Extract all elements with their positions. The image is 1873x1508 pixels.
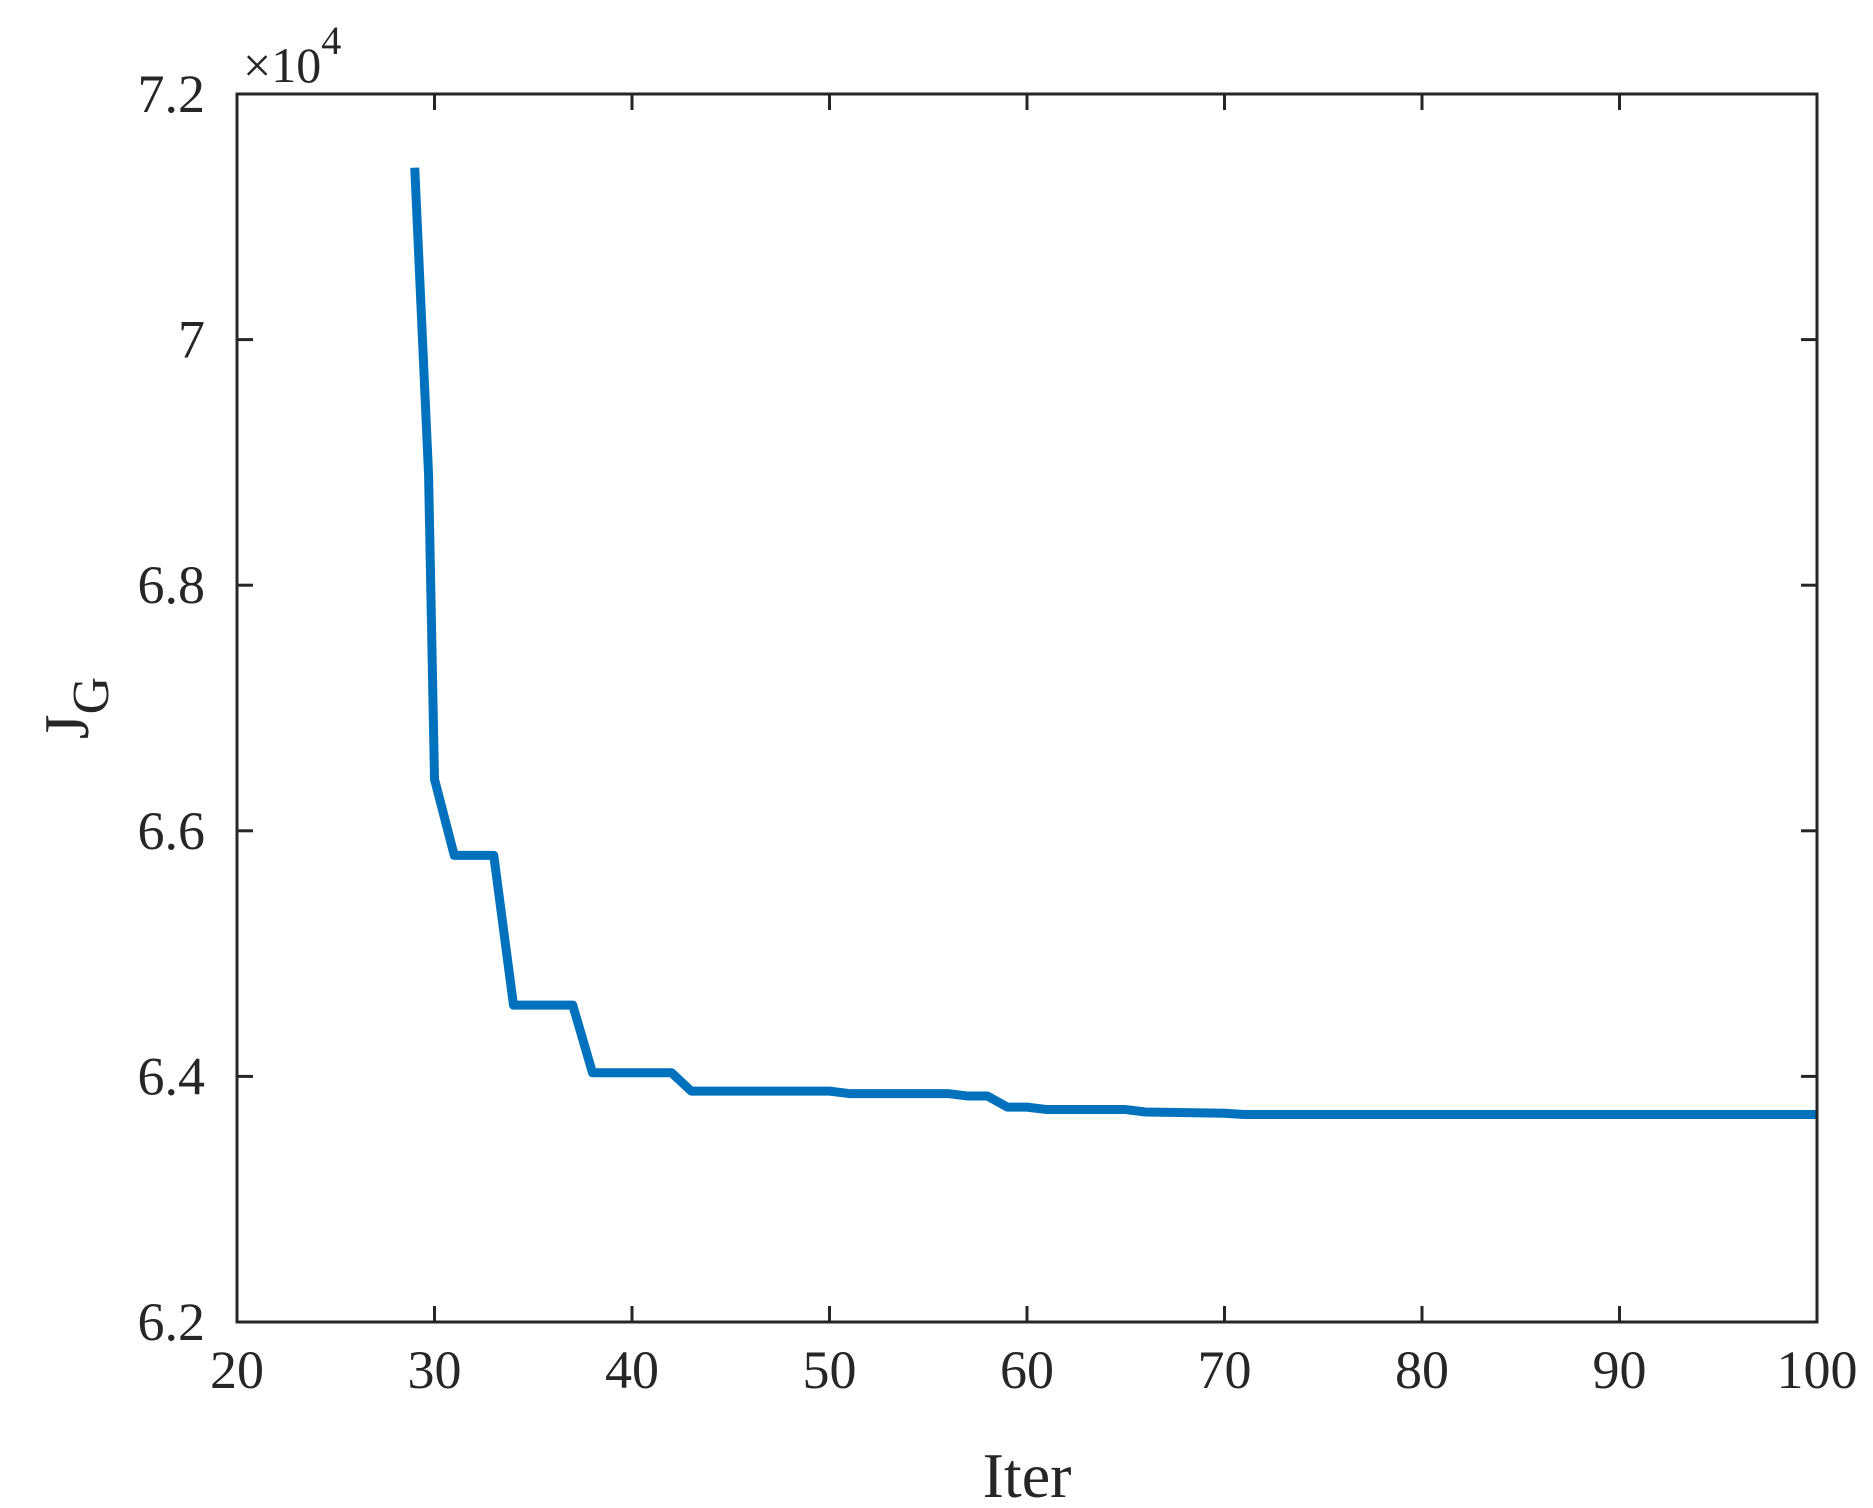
x-tick-label: 20 [210, 1340, 264, 1400]
y-exponent-base: ×10 [243, 37, 321, 93]
y-axis-label-sub: G [63, 677, 120, 715]
plot-frame [235, 92, 1819, 1324]
y-tick-label: 6.8 [138, 555, 206, 615]
plot-background [237, 94, 1817, 1322]
x-tick-label: 70 [1198, 1340, 1252, 1400]
axis-tick-labels: 20 30 40 50 60 70 80 90 100 6.2 6.4 6.6 6.8 7 7.2 [138, 64, 1858, 1400]
x-tick-label: 60 [1000, 1340, 1054, 1400]
y-tick-label: 7 [178, 310, 205, 370]
y-exponent-power: 4 [321, 18, 341, 63]
x-tick-label: 40 [605, 1340, 659, 1400]
series-layer [410, 167, 1817, 1119]
y-axis-label-main: J [31, 714, 102, 739]
y-exponent-label: ×104 [243, 18, 341, 93]
x-axis-label: Iter [983, 1440, 1072, 1508]
y-axis-label: JG [31, 677, 120, 739]
x-tick-label: 80 [1395, 1340, 1449, 1400]
y-tick-label: 6.2 [138, 1292, 206, 1352]
y-tick-label: 6.6 [138, 801, 206, 861]
x-tick-label: 30 [408, 1340, 462, 1400]
y-tick-label: 6.4 [138, 1046, 206, 1106]
x-tick-label: 100 [1777, 1340, 1858, 1400]
series-line [410, 167, 1817, 1119]
x-tick-label: 50 [803, 1340, 857, 1400]
x-tick-label: 90 [1593, 1340, 1647, 1400]
y-tick-label: 7.2 [138, 64, 206, 124]
